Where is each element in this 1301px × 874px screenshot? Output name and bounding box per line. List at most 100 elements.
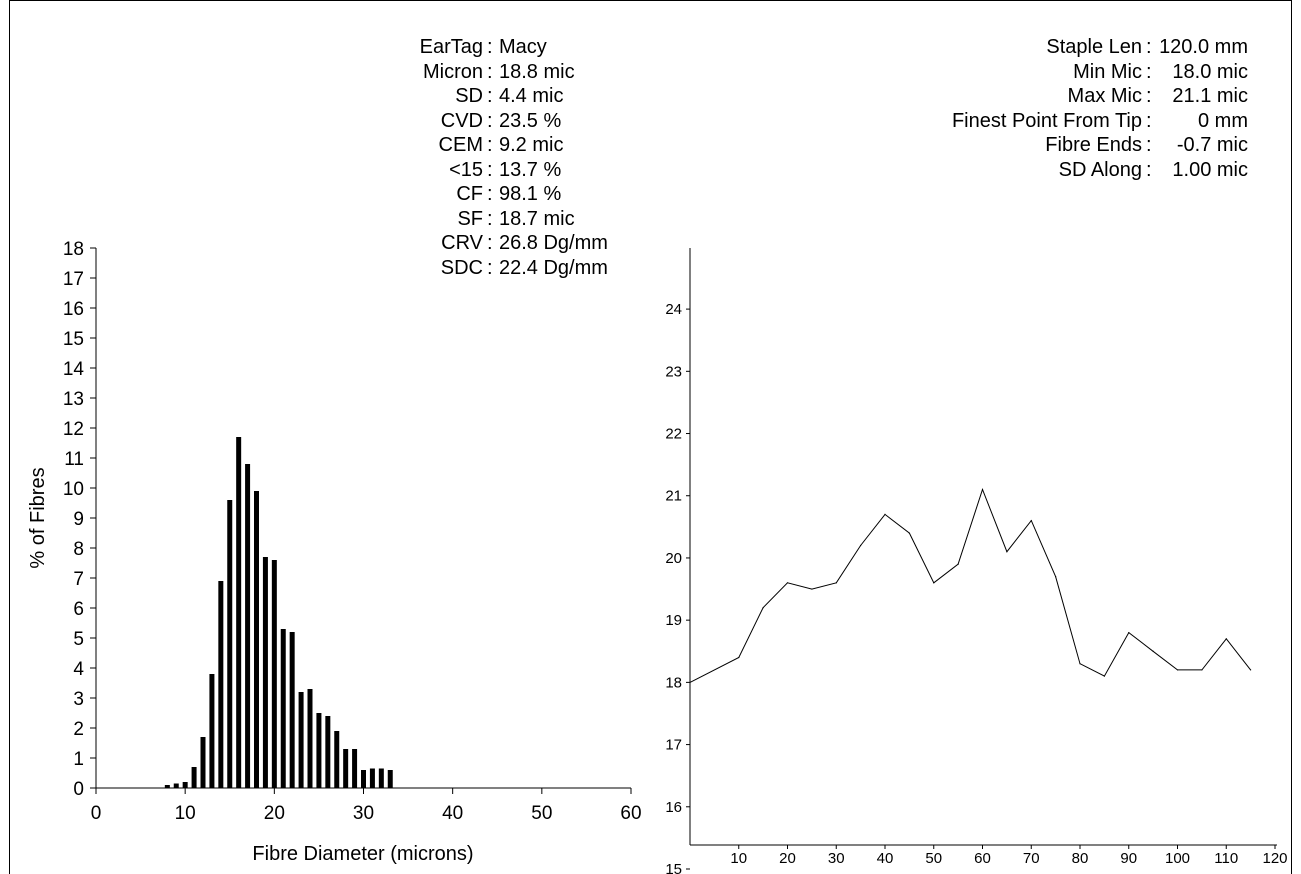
staple-stat-value: 1.00 mic — [1172, 158, 1248, 181]
fibre-stat-row: EarTag: Macy — [300, 35, 639, 60]
profile-x-tick-label: 40 — [877, 850, 894, 867]
histogram-bar — [245, 464, 251, 788]
histogram-bar — [218, 581, 224, 788]
staple-stat-value: 0 mm — [1198, 109, 1248, 132]
histogram-bar — [352, 749, 358, 788]
fibre-stat-separator: : — [487, 256, 493, 279]
histogram-y-tick-label: 17 — [63, 269, 84, 290]
profile-x-tick-label: 10 — [730, 850, 747, 867]
fibre-stat-separator: : — [487, 158, 493, 181]
histogram-y-tick-label: 15 — [63, 329, 84, 350]
histogram-x-tick-label: 50 — [531, 803, 552, 824]
micron-profile-point — [981, 488, 984, 491]
staple-stat-value: 18.0 mic — [1172, 60, 1248, 83]
micron-profile-line — [689, 488, 1251, 683]
fibre-stat-row: CRV:26.8 Dg/mm — [300, 231, 639, 256]
staple-stat-row: Max Mic:21.1 mic — [880, 84, 1248, 109]
staple-stat-row: Min Mic:18.0 mic — [880, 60, 1248, 85]
histogram-bar — [191, 767, 197, 788]
micron-profile-point — [908, 532, 910, 534]
histogram-bar — [325, 716, 331, 788]
histogram-bar — [200, 737, 206, 788]
histogram-bar — [280, 629, 286, 788]
profile-x-tick-label: 50 — [925, 850, 942, 867]
staple-stat-value: 21.1 mic — [1172, 85, 1248, 107]
profile-x-tick-label: 100 — [1165, 850, 1190, 867]
histogram-bar — [298, 692, 304, 788]
fibre-stat-row: CVD:23.5 % — [300, 109, 639, 134]
staple-stat-separator: : — [1146, 109, 1152, 132]
fibre-stat-value: 4.4 mic — [499, 85, 564, 107]
report-frame — [9, 0, 1292, 874]
histogram-y-tick-label: 1 — [73, 749, 84, 770]
histogram-bar — [164, 785, 170, 788]
fibre-stat-value: 18.7 mic — [499, 207, 575, 230]
staple-stat-separator: : — [1146, 134, 1152, 156]
fibre-stat-value: 26.8 Dg/mm — [499, 232, 608, 254]
micron-profile-point — [1055, 576, 1057, 578]
profile-x-tick-label: 80 — [1072, 850, 1089, 867]
histogram-y-tick-label: 5 — [73, 629, 84, 650]
histogram-y-tick-label: 0 — [73, 779, 84, 800]
histogram-bar — [289, 632, 295, 788]
fibre-stat-separator: : — [487, 134, 493, 156]
histogram-y-tick-label: 12 — [63, 419, 84, 440]
fibre-stat-row: SD:4.4 mic — [300, 84, 639, 109]
histogram-y-tick-label: 9 — [73, 509, 84, 530]
histogram-y-tick-label: 13 — [63, 389, 84, 410]
staple-stat-label: Min Mic — [1073, 60, 1142, 83]
fibre-stat-value: 23.5 % — [499, 109, 562, 132]
micron-profile-point — [1201, 669, 1203, 671]
profile-y-tick-label: 19 — [665, 612, 682, 629]
histogram-y-tick-label: 6 — [73, 599, 84, 620]
micron-profile-point — [689, 681, 691, 683]
profile-y-tick-label: 22 — [665, 426, 682, 443]
histogram-x-tick-label: 60 — [620, 803, 641, 824]
histogram-y-tick-label: 7 — [73, 569, 84, 590]
histogram-bar — [316, 713, 322, 788]
fibre-stat-label: SF — [457, 207, 483, 230]
staple-stat-label: SD Along — [1058, 158, 1142, 181]
fibre-stat-value: 22.4 Dg/mm — [499, 256, 608, 279]
micron-profile-point — [1030, 520, 1032, 522]
profile-x-tick-label: 30 — [828, 850, 845, 867]
histogram-bar — [236, 437, 242, 788]
staple-stat-label: Max Mic — [1067, 85, 1142, 107]
staple-stat-value: -0.7 mic — [1176, 134, 1248, 156]
fibre-stat-separator: : — [487, 85, 493, 107]
fibre-stat-label: SD — [455, 85, 483, 107]
histogram-y-axis-label: % of Fibres — [27, 467, 49, 568]
histogram-x-axis-label: Fibre Diameter (microns) — [252, 843, 473, 865]
histogram-x-tick-label: 0 — [91, 803, 102, 824]
micron-profile-point — [786, 582, 789, 584]
fibre-stat-row: CF:98.1 % — [300, 182, 639, 207]
profile-y-tick-label: 23 — [665, 363, 682, 380]
staple-stat-row: Finest Point From Tip: 0 mm — [880, 109, 1248, 134]
profile-y-tick-label: 15 — [665, 861, 682, 874]
staple-stat-separator: : — [1146, 60, 1152, 83]
histogram-bar — [378, 768, 384, 788]
fibre-stat-label: SDC — [440, 256, 483, 279]
profile-x-tick-label: 110 — [1214, 850, 1238, 867]
histogram-y-tick-label: 8 — [73, 539, 84, 560]
histogram-y-tick-label: 16 — [63, 299, 84, 320]
fibre-stat-separator: : — [487, 109, 493, 132]
fibre-stat-label: <15 — [449, 158, 483, 181]
micron-profile-point — [835, 582, 837, 584]
staple-stat-row: Staple Len:120.0 mm — [880, 35, 1248, 60]
profile-x-tick-label: 20 — [779, 850, 796, 867]
fibre-stat-separator: : — [487, 60, 493, 83]
histogram-bar — [209, 674, 215, 788]
histogram-x-tick-label: 10 — [175, 803, 196, 824]
histogram-y-tick-label: 14 — [63, 359, 85, 380]
profile-y-tick-label: 24 — [665, 301, 682, 318]
staple-stat-separator: : — [1146, 85, 1152, 107]
micron-profile-point — [1006, 551, 1008, 553]
fibre-stat-label: Micron — [422, 60, 483, 83]
fibre-stat-value: 13.7 % — [499, 158, 562, 181]
histogram-y-tick-label: 2 — [73, 719, 84, 740]
histogram-bar — [262, 557, 268, 788]
histogram-y-tick-label: 3 — [73, 689, 84, 710]
micron-profile-point — [860, 544, 862, 547]
